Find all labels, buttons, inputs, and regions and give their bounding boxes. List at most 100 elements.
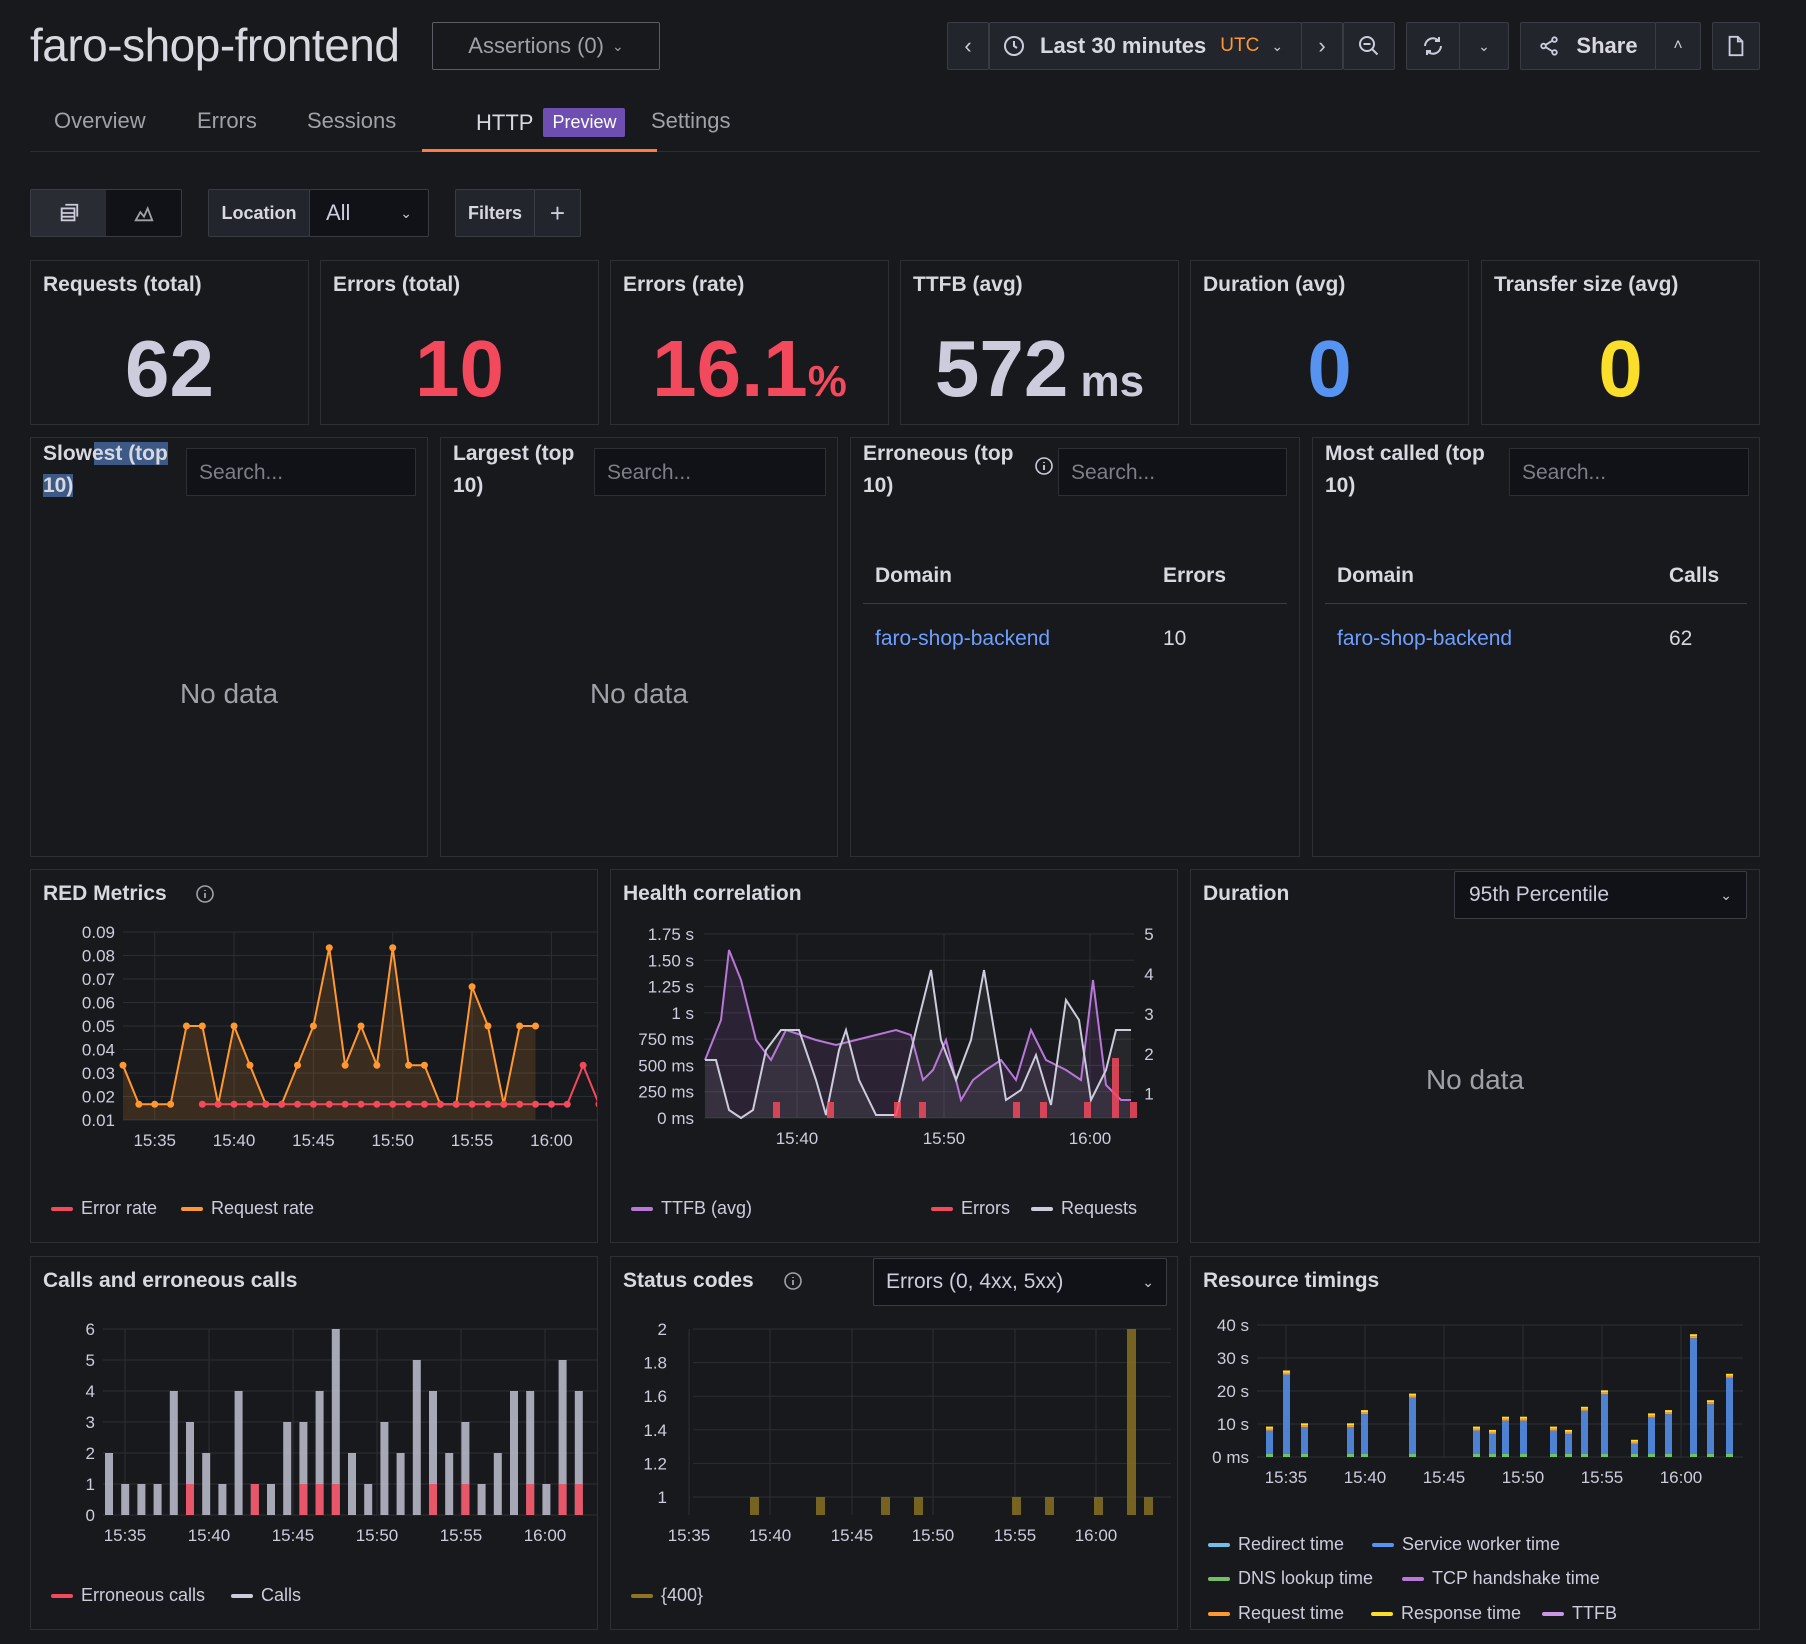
status-codes-chart[interactable]: 2 1.8 1.6 1.4 1.2 115:35 15:40 15:45 15:50 15:55 1… [611, 1317, 1177, 1557]
chart-view-button[interactable] [106, 190, 181, 236]
legend-swatch [931, 1206, 953, 1211]
info-icon[interactable] [783, 1271, 803, 1291]
legend-item[interactable]: TTFB [1542, 1603, 1617, 1624]
red-metrics-panel: RED Metrics 0.09 0.08 0.07 0.06 0.05 0.04 0.03… [30, 869, 598, 1243]
y-tick-label-right: 2 [1144, 1045, 1153, 1064]
data-point [309, 1022, 317, 1030]
table-view-button[interactable] [31, 190, 106, 236]
calls-bar [331, 1329, 340, 1515]
legend-400[interactable]: {400} [631, 1585, 703, 1606]
legend-item[interactable]: Service worker time [1372, 1534, 1560, 1555]
data-point [468, 1100, 476, 1108]
calls-bar [558, 1360, 567, 1515]
location-select[interactable]: All ⌄ [309, 189, 429, 237]
timing-segment [1347, 1423, 1354, 1426]
tab-settings[interactable]: Settings [651, 108, 731, 133]
data-point [151, 1100, 159, 1108]
health-correlation-chart[interactable]: 1.75 s 1.50 s 1.25 s 1 s 750 ms 500 ms 250 ms 0… [611, 920, 1177, 1160]
largest-search-input[interactable]: Search... [594, 448, 826, 496]
legend-item[interactable]: DNS lookup time [1208, 1568, 1373, 1589]
legend-errors[interactable]: Errors [931, 1198, 1010, 1219]
legend-item[interactable]: Redirect time [1208, 1534, 1344, 1555]
timing-bar [1631, 1443, 1638, 1457]
share-button[interactable]: Share [1520, 22, 1656, 70]
largest-no-data: No data [589, 678, 689, 709]
legend-item[interactable]: Response time [1371, 1603, 1521, 1624]
assertions-dropdown[interactable]: Assertions (0) ⌄ [432, 22, 660, 70]
info-icon[interactable] [195, 884, 215, 904]
refresh-interval-dropdown[interactable]: ⌄ [1459, 22, 1509, 70]
collapse-button[interactable]: ˄ [1655, 22, 1701, 70]
timing-segment [1283, 1372, 1290, 1375]
zoom-out-button[interactable] [1343, 22, 1395, 70]
legend-swatch [1402, 1576, 1424, 1581]
data-point [325, 944, 333, 952]
domain-link[interactable]: faro-shop-backend [1337, 627, 1513, 650]
slowest-search-input[interactable]: Search... [186, 448, 416, 496]
x-tick-label: 15:40 [188, 1526, 231, 1545]
tab-sessions[interactable]: Sessions [307, 108, 397, 133]
error-bar [1112, 1058, 1119, 1118]
x-tick-label: 15:50 [1502, 1468, 1545, 1487]
data-point [405, 1061, 413, 1069]
legend-item[interactable]: TCP handshake time [1402, 1568, 1600, 1589]
legend-label: Calls [261, 1585, 302, 1605]
stat-panel: Errors (rate) 16.1% [610, 260, 889, 425]
errors-column-header[interactable]: Errors [1163, 564, 1227, 587]
slowest-no-data: No data [179, 678, 279, 709]
calls-column-header[interactable]: Calls [1669, 564, 1720, 587]
refresh-icon [1424, 37, 1442, 55]
calls-chart[interactable]: 6 5 4 3 2 1 0 15:35 15:40 15:45 15:50 15:55 16:00 [31, 1317, 597, 1557]
timing-segment [1361, 1454, 1368, 1457]
legend-error-rate[interactable]: Error rate [51, 1198, 157, 1219]
erroneous-bar [461, 1484, 470, 1515]
timing-segment [1601, 1454, 1608, 1457]
legend-request-rate[interactable]: Request rate [181, 1198, 314, 1219]
legend-label: Errors [961, 1198, 1010, 1218]
add-filter-button[interactable]: + [534, 189, 581, 237]
page-title: faro-shop-frontend [30, 19, 400, 71]
legend-item[interactable]: Request time [1208, 1603, 1344, 1624]
timing-segment [1726, 1454, 1733, 1457]
stat-number: 16.1 [652, 324, 808, 413]
legend-calls[interactable]: Calls [231, 1585, 301, 1606]
timing-segment [1347, 1454, 1354, 1457]
most-called-search-input[interactable]: Search... [1509, 448, 1749, 496]
resource-timings-chart[interactable]: 40 s 30 s 20 s 10 s 0 ms 15:35 15:40 15:45 15:50… [1191, 1313, 1757, 1513]
y-tick-label: 0.07 [82, 970, 115, 989]
legend-ttfb[interactable]: TTFB (avg) [631, 1198, 752, 1219]
tab-overview[interactable]: Overview [54, 108, 146, 133]
x-tick-label: 16:00 [1660, 1468, 1703, 1487]
info-icon[interactable] [1034, 456, 1054, 476]
export-button[interactable] [1712, 22, 1760, 70]
percentile-select[interactable]: 95th Percentile ⌄ [1454, 871, 1747, 919]
time-range-picker[interactable]: Last 30 minutes UTC ⌄ [989, 22, 1302, 70]
data-point [516, 1022, 524, 1030]
legend-swatch [51, 1206, 73, 1211]
legend-requests[interactable]: Requests [1031, 1198, 1137, 1219]
tab-http[interactable]: HTTP Preview [422, 108, 657, 152]
erroneous-search-input[interactable]: Search... [1058, 448, 1287, 496]
time-forward-button[interactable]: › [1301, 22, 1343, 70]
domain-column-header[interactable]: Domain [875, 564, 953, 587]
data-point [262, 1100, 270, 1108]
status-bar [1127, 1329, 1136, 1515]
domain-link[interactable]: faro-shop-backend [875, 627, 1051, 650]
legend-label: {400} [661, 1585, 704, 1605]
refresh-button[interactable] [1406, 22, 1460, 70]
calls-bar [493, 1453, 502, 1515]
calls-bar [445, 1453, 454, 1515]
time-back-button[interactable]: ‹ [947, 22, 989, 70]
legend-label: TCP handshake time [1432, 1568, 1600, 1588]
y-tick-label: 0.05 [82, 1017, 115, 1036]
data-point [167, 1100, 175, 1108]
legend-label: Redirect time [1238, 1534, 1345, 1554]
stat-title: Requests (total) [43, 273, 202, 296]
timing-segment [1266, 1454, 1273, 1457]
tab-errors[interactable]: Errors [197, 108, 257, 133]
domain-column-header[interactable]: Domain [1337, 564, 1415, 587]
legend-swatch [631, 1593, 653, 1598]
red-metrics-chart[interactable]: 0.09 0.08 0.07 0.06 0.05 0.04 0.03 0.02 0.01 15:3… [31, 920, 597, 1160]
legend-erroneous-calls[interactable]: Erroneous calls [51, 1585, 205, 1606]
status-filter-select[interactable]: Errors (0, 4xx, 5xx) ⌄ [873, 1258, 1167, 1306]
